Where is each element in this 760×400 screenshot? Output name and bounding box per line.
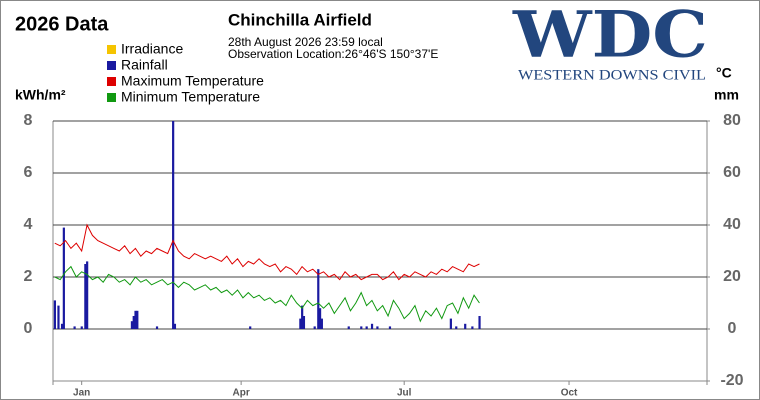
x-tick-label: Apr <box>233 388 250 399</box>
rain-bar <box>318 308 322 329</box>
rain-bar <box>449 318 452 329</box>
rain-bar <box>60 323 64 329</box>
rain-bar <box>302 316 306 329</box>
rain-bar <box>84 264 87 329</box>
plot-area <box>53 121 481 329</box>
legend-swatch <box>107 61 116 70</box>
rain-bar <box>388 326 392 329</box>
rain-bar <box>73 326 76 329</box>
rain-bar <box>53 300 56 329</box>
rain-bar <box>370 323 374 329</box>
y2-tick-label: -20 <box>720 372 743 389</box>
rain-bar <box>172 121 175 329</box>
rain-bar <box>320 318 323 329</box>
rain-bar <box>57 305 60 329</box>
x-tick-label: Jan <box>73 388 90 399</box>
legend-swatch <box>107 77 116 86</box>
rain-bar <box>365 326 368 329</box>
rain-bar <box>360 326 363 329</box>
y-tick-label: 2 <box>24 268 33 285</box>
temperature-line <box>54 223 480 281</box>
legend-swatch <box>107 93 116 102</box>
rain-bar <box>317 269 320 329</box>
y-axis-label: kWh/m² <box>15 87 66 103</box>
legend-label: Irradiance <box>121 41 183 57</box>
legend-label: Rainfall <box>121 57 168 73</box>
rain-bar <box>134 310 137 329</box>
x-tick-label: Jul <box>397 388 412 399</box>
rain-bar <box>155 326 159 329</box>
rain-bar <box>132 316 135 329</box>
logo: WDC <box>512 0 708 73</box>
rain-bar <box>136 310 139 329</box>
rain-bar <box>62 227 65 329</box>
rain-bar <box>347 326 350 329</box>
y-tick-label: 4 <box>24 216 33 233</box>
rain-bar <box>313 326 316 329</box>
temperature-line <box>54 265 480 323</box>
rain-bar <box>299 318 302 329</box>
y2-axis-label: mm <box>714 87 739 103</box>
y-tick-label: 8 <box>24 112 33 129</box>
y2-tick-label: 60 <box>723 164 741 181</box>
legend-swatch <box>107 45 116 54</box>
rain-bar <box>478 316 481 329</box>
subtitle: 28th August 2026 23:59 local <box>228 35 383 49</box>
x-tick-label: Oct <box>561 388 578 399</box>
y-tick-label: 0 <box>24 320 33 337</box>
rain-bar <box>464 323 467 329</box>
y2-tick-label: 0 <box>728 320 737 337</box>
y2-tick-label: 80 <box>723 112 741 129</box>
rain-bar <box>80 326 83 329</box>
rain-bar <box>455 326 458 329</box>
y-tick-label: 6 <box>24 164 33 181</box>
y2-tick-label: 40 <box>723 216 741 233</box>
y2-axis-label: °C <box>716 65 732 81</box>
rain-bar <box>86 261 89 329</box>
legend-label: Minimum Temperature <box>121 89 260 105</box>
rain-bar <box>130 321 134 329</box>
rain-bar <box>471 326 474 329</box>
rain-bar <box>376 326 379 329</box>
rain-bar <box>173 323 177 329</box>
y2-tick-label: 20 <box>723 268 741 285</box>
station-name: Chinchilla Airfield <box>228 10 372 29</box>
rain-bar <box>249 326 252 329</box>
chart-title: 2026 Data <box>15 13 109 35</box>
logo-caption: WESTERN DOWNS CIVIL <box>518 67 706 83</box>
subtitle: Observation Location:26°46'S 150°37'E <box>228 47 438 61</box>
rain-bar <box>301 305 304 329</box>
legend-label: Maximum Temperature <box>121 73 264 89</box>
